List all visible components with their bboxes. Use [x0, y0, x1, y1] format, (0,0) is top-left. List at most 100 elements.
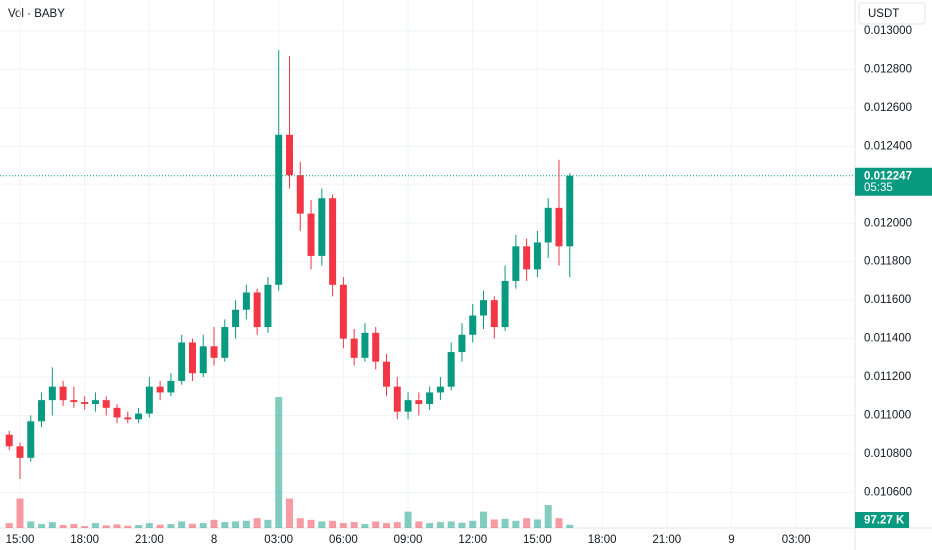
candle-body [350, 338, 358, 358]
volume-bar [199, 523, 207, 528]
volume-bar [339, 523, 347, 528]
volume-bar [16, 498, 24, 528]
volume-bar [5, 523, 13, 528]
volume-bar [318, 521, 326, 528]
volume-bar [178, 521, 186, 528]
volume-bar [523, 518, 531, 528]
candle-body [307, 213, 315, 256]
candle-body [469, 315, 477, 335]
candle-body [275, 134, 283, 285]
volume-bar [555, 518, 563, 528]
candle-body [113, 407, 121, 418]
x-tick-label: 09:00 [394, 534, 423, 546]
volume-bar [38, 524, 46, 528]
volume-bar [469, 520, 477, 528]
y-tick-label: 0.011600 [864, 294, 911, 306]
candle-body [253, 292, 261, 328]
candle-body [91, 400, 99, 404]
candle-body [199, 346, 207, 374]
y-tick-label: 0.012000 [864, 217, 912, 229]
last-price-label: 0.012247 [864, 170, 912, 182]
x-tick-label: 12:00 [458, 534, 487, 546]
candle-body [318, 198, 326, 256]
volume-box [855, 512, 909, 528]
volume-label: 97.27 K [864, 515, 905, 527]
volume-bar [501, 518, 509, 528]
candle-body [447, 352, 455, 387]
volume-bar [566, 524, 574, 528]
volume-bar [275, 397, 283, 528]
chart-title: Vol · BABY [8, 8, 65, 20]
candle-body [232, 309, 240, 328]
x-tick-label: 21:00 [652, 534, 681, 546]
volume-bar [296, 518, 304, 528]
volume-bar [167, 524, 175, 528]
x-tick-label: 18:00 [70, 534, 99, 546]
y-tick-label: 0.011000 [864, 410, 911, 422]
candle-body [167, 380, 175, 393]
x-tick-label: 03:00 [782, 534, 811, 546]
candle-body [264, 284, 272, 328]
volume-bar [383, 523, 390, 528]
volume-bar [447, 521, 455, 528]
candle-body [566, 175, 574, 247]
volume-bar [232, 521, 240, 528]
candle-body [393, 386, 401, 412]
x-tick-label: 06:00 [329, 534, 358, 546]
volume-bar [102, 525, 110, 528]
volume-bar [48, 522, 56, 528]
currency-label[interactable]: USDT [868, 8, 899, 20]
x-tick-label: 03:00 [264, 534, 293, 546]
volume-bar [27, 521, 35, 528]
candle-body [544, 207, 552, 243]
x-tick-label: 9 [728, 534, 734, 546]
candle-body [339, 284, 347, 339]
candle-body [81, 402, 89, 404]
volume-bar [221, 522, 229, 528]
candle-body [458, 334, 466, 353]
volume-bar [307, 519, 315, 528]
volume-bar [242, 520, 250, 528]
candle-body [124, 417, 132, 420]
volume-bar [415, 521, 423, 528]
countdown-label: 05:35 [864, 182, 893, 194]
candle-body [404, 400, 412, 412]
y-tick-label: 0.012800 [864, 63, 912, 75]
candle-body [490, 300, 498, 328]
candle-body [135, 413, 143, 420]
volume-bar [350, 522, 358, 528]
volume-bar [436, 522, 444, 528]
candle-body [70, 400, 78, 403]
volume-bar [210, 519, 218, 528]
x-tick-label: 15:00 [523, 534, 552, 546]
candle-body [178, 342, 186, 381]
volume-bar [533, 519, 541, 528]
candle-body [426, 392, 434, 404]
candle-body [16, 446, 24, 458]
volume-bar [426, 523, 434, 528]
volume-bar [329, 520, 337, 528]
y-tick-label: 0.013000 [864, 25, 912, 37]
candle-body [512, 246, 520, 281]
volume-bar [361, 524, 369, 528]
last-price-box [855, 167, 932, 196]
candle-body [533, 242, 541, 270]
y-tick-label: 0.011200 [864, 371, 911, 383]
candle-body [285, 134, 293, 176]
volume-bar [156, 524, 164, 528]
volume-bar [135, 525, 143, 528]
y-tick-label: 0.011400 [864, 333, 911, 345]
candle-body [156, 386, 164, 393]
x-tick-label: 18:00 [588, 534, 617, 546]
candle-body [145, 386, 153, 414]
candle-body [555, 207, 563, 247]
x-tick-label: 15:00 [6, 534, 35, 546]
currency-button[interactable] [858, 2, 926, 25]
volume-bar [480, 511, 488, 528]
volume-bar [81, 526, 89, 528]
volume-bar [512, 520, 520, 528]
candle-body [415, 400, 423, 404]
candle-body [480, 300, 488, 316]
y-tick-label: 0.010800 [864, 448, 912, 460]
